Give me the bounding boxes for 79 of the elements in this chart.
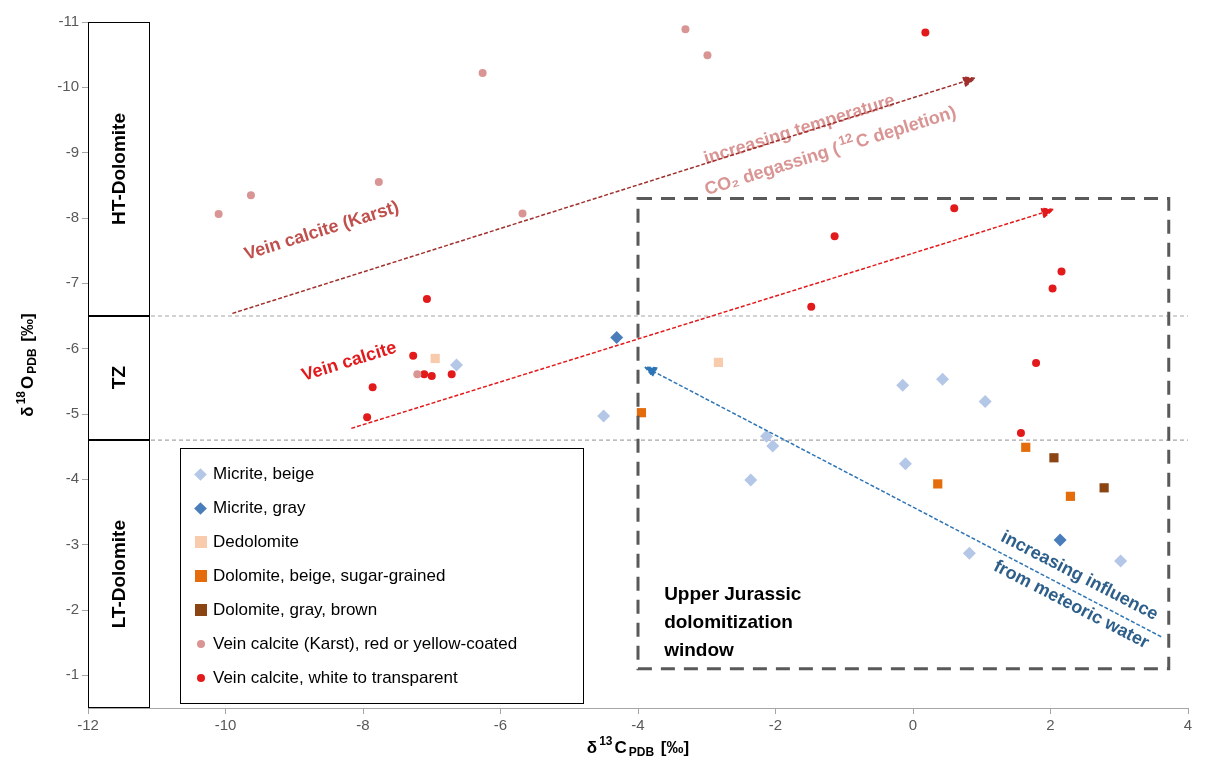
legend-label: Dolomite, beige, sugar-grained xyxy=(213,566,446,586)
zone-box: HT-Dolomite xyxy=(88,22,150,316)
point xyxy=(921,28,930,37)
point xyxy=(636,408,647,418)
point xyxy=(430,353,440,364)
legend-label: Vein calcite, white to transparent xyxy=(213,668,458,688)
band-label: HT-Dolomite xyxy=(107,113,130,225)
point xyxy=(830,232,839,241)
point xyxy=(703,51,712,60)
point xyxy=(1048,284,1057,293)
legend-label: Micrite, gray xyxy=(213,498,306,518)
x-tick-label: -2 xyxy=(768,716,783,734)
point xyxy=(1057,267,1066,276)
y-tick-label: -9 xyxy=(65,142,79,160)
point xyxy=(447,370,456,379)
point xyxy=(450,358,463,372)
point xyxy=(1049,453,1059,463)
point xyxy=(898,457,912,471)
legend-label: Dolomite, gray, brown xyxy=(213,600,378,620)
point xyxy=(1016,428,1025,437)
x-tick-label: -6 xyxy=(493,716,508,734)
point xyxy=(374,178,383,187)
point xyxy=(807,302,816,311)
point xyxy=(1065,491,1076,501)
point xyxy=(896,378,910,392)
point xyxy=(246,191,255,200)
point xyxy=(413,370,422,379)
point xyxy=(214,210,223,219)
x-tick-label: -8 xyxy=(356,716,370,734)
x-tick-label: 0 xyxy=(908,716,918,734)
point xyxy=(427,372,436,381)
y-tick-label: -8 xyxy=(65,208,79,226)
point xyxy=(409,351,418,360)
x-tick-label: -4 xyxy=(631,716,645,734)
point xyxy=(681,25,690,34)
point xyxy=(1021,442,1031,452)
y-tick-label: -5 xyxy=(65,404,79,422)
legend-label: Vein calcite (Karst), red or yellow-coated xyxy=(213,634,518,654)
point xyxy=(766,439,780,453)
zone-box: LT-Dolomite xyxy=(88,440,150,708)
band-label: LT-Dolomite xyxy=(107,519,130,629)
point xyxy=(368,383,377,392)
legend-label: Micrite, beige xyxy=(213,464,315,484)
y-tick-label: -6 xyxy=(65,338,79,356)
point xyxy=(933,479,943,489)
y-tick-label: -4 xyxy=(65,469,79,487)
zone-box: TZ xyxy=(88,316,150,441)
x-tick-label: -10 xyxy=(214,716,237,734)
y-tick-label: -3 xyxy=(65,534,79,552)
point xyxy=(936,372,950,386)
y-tick-label: -2 xyxy=(65,600,79,618)
x-tick-label: 4 xyxy=(1183,716,1193,734)
point xyxy=(744,473,758,487)
point xyxy=(478,68,487,77)
y-tick-label: -10 xyxy=(57,77,79,95)
point xyxy=(713,357,724,367)
annotation: Vein calcite xyxy=(299,336,399,385)
point xyxy=(597,409,611,423)
y-axis-title: δ18OPDB [‰] xyxy=(14,313,40,417)
x-tick-label: -12 xyxy=(77,716,99,734)
point xyxy=(760,429,774,443)
point xyxy=(422,295,431,304)
point xyxy=(610,331,624,345)
point xyxy=(1099,483,1109,493)
point xyxy=(420,370,429,379)
point xyxy=(518,209,527,218)
point xyxy=(962,546,976,560)
point xyxy=(363,413,372,422)
point xyxy=(1032,359,1041,368)
point xyxy=(950,204,959,213)
y-tick-label: -1 xyxy=(65,665,79,683)
annotation: Upper Jurassic dolomitization window xyxy=(663,583,802,661)
point xyxy=(1114,554,1128,568)
y-tick-label: -11 xyxy=(58,12,79,30)
y-tick-label: -7 xyxy=(65,273,79,291)
point xyxy=(978,395,992,409)
legend-label: Dedolomite xyxy=(213,532,299,552)
x-tick-label: 2 xyxy=(1046,716,1055,734)
band-label: TZ xyxy=(107,366,130,390)
